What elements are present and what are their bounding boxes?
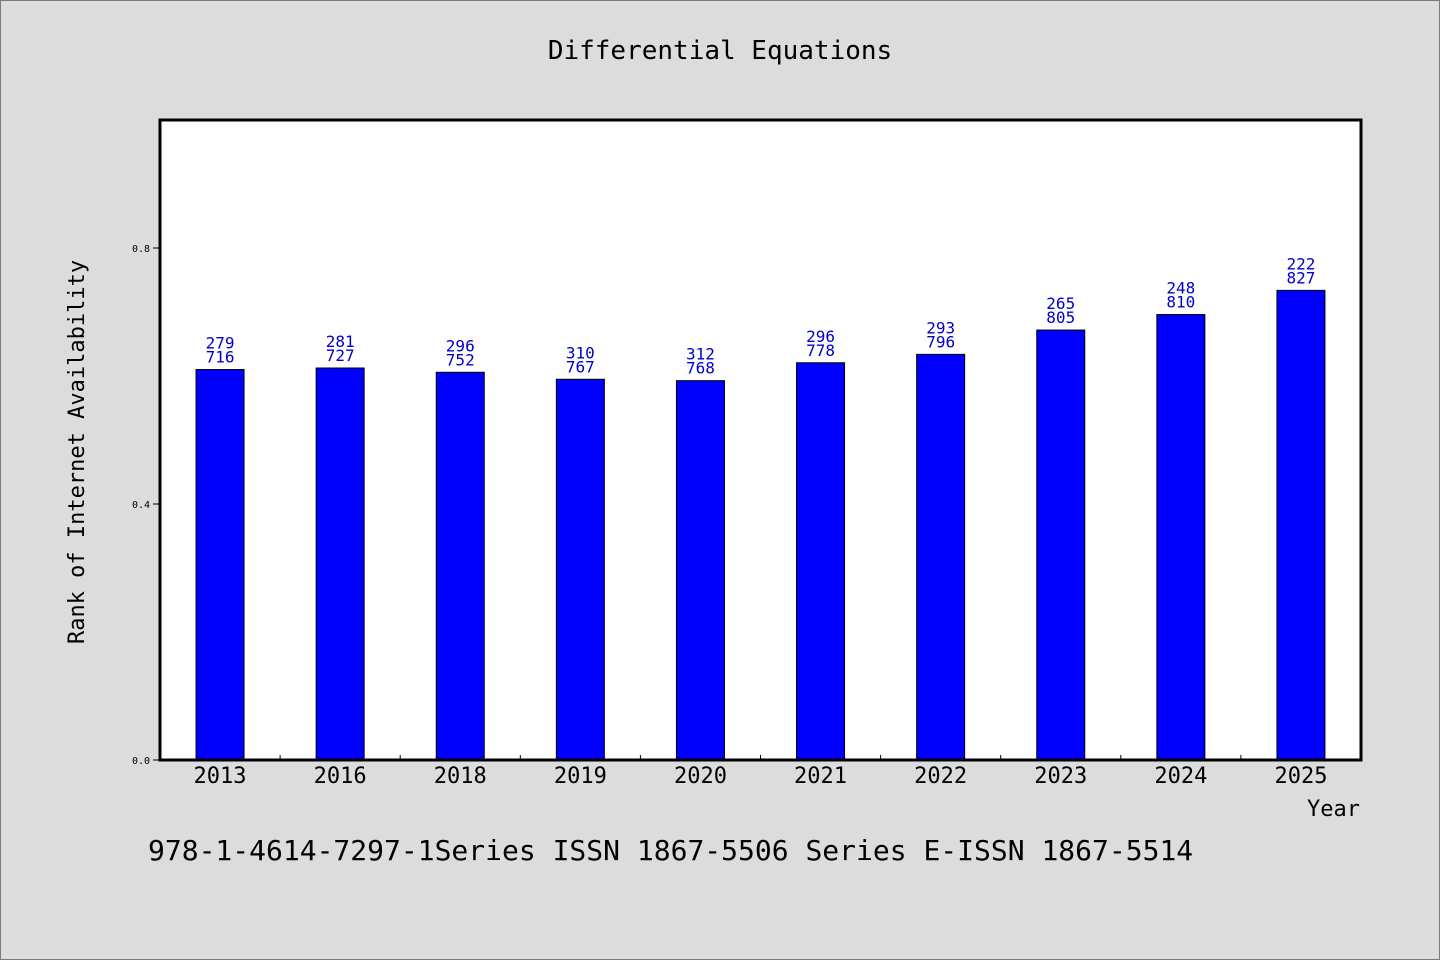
bar-data-label: 767 bbox=[566, 357, 595, 376]
bar-data-label: 312 bbox=[686, 345, 715, 364]
bar bbox=[195, 369, 245, 761]
bar-data-label: 810 bbox=[1166, 293, 1195, 312]
bar bbox=[1036, 329, 1086, 761]
x-tick-label: 2013 bbox=[194, 764, 247, 789]
bar bbox=[1156, 314, 1206, 761]
bar-data-label: 727 bbox=[326, 346, 355, 365]
chart-title: Differential Equations bbox=[547, 36, 893, 66]
bar-data-label: 265 bbox=[1046, 294, 1075, 313]
bar-data-label: 281 bbox=[326, 332, 355, 351]
bar-data-label: 296 bbox=[806, 327, 835, 346]
bar-data-label: 778 bbox=[806, 341, 835, 360]
footer-note: 978-1-4614-7297-1Series ISSN 1867-5506 S… bbox=[148, 834, 1194, 867]
y-tick-label: 0.8 bbox=[132, 244, 150, 255]
bar-data-label: 716 bbox=[206, 348, 235, 367]
y-axis-label: Rank of Internet Availability bbox=[65, 260, 90, 644]
bar-data-label: 222 bbox=[1286, 254, 1315, 273]
bar-data-label: 752 bbox=[446, 350, 475, 369]
bar-data-label: 805 bbox=[1046, 308, 1075, 327]
bar bbox=[1276, 289, 1326, 761]
x-tick-label: 2018 bbox=[434, 764, 487, 789]
bar-data-label: 796 bbox=[926, 332, 955, 351]
x-tick-label: 2025 bbox=[1274, 764, 1327, 789]
bar-data-label: 293 bbox=[926, 318, 955, 337]
x-tick-label: 2024 bbox=[1154, 764, 1207, 789]
x-tick-label: 2023 bbox=[1034, 764, 1087, 789]
bar-data-label: 310 bbox=[566, 343, 595, 362]
x-tick-label: 2022 bbox=[914, 764, 967, 789]
bar bbox=[315, 367, 365, 761]
x-tick-label: 2020 bbox=[674, 764, 727, 789]
x-tick-label: 2019 bbox=[554, 764, 607, 789]
x-axis-label: Year bbox=[1307, 797, 1360, 822]
bar bbox=[916, 353, 966, 761]
bar-data-label: 279 bbox=[206, 334, 235, 353]
bar-data-label: 296 bbox=[446, 336, 475, 355]
bar bbox=[435, 371, 485, 761]
bar-data-label: 248 bbox=[1166, 279, 1195, 298]
x-tick-label: 2016 bbox=[314, 764, 367, 789]
y-tick-label: 0.0 bbox=[132, 756, 150, 767]
bar bbox=[555, 378, 605, 761]
bar bbox=[796, 362, 846, 761]
bar bbox=[675, 380, 725, 761]
bar-data-label: 768 bbox=[686, 359, 715, 378]
x-tick-label: 2021 bbox=[794, 764, 847, 789]
bar-data-label: 827 bbox=[1286, 268, 1315, 287]
y-tick-label: 0.4 bbox=[132, 500, 150, 511]
plot-border bbox=[158, 118, 1363, 762]
